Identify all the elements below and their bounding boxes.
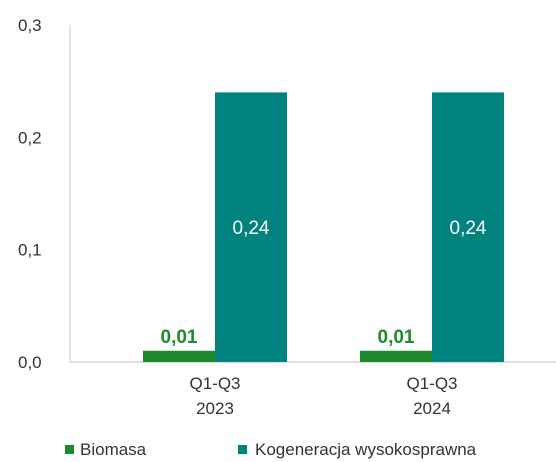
- x-tick-label: Q1-Q3: [189, 374, 240, 393]
- data-label: 0,24: [233, 218, 270, 239]
- bar-biomasa: [360, 350, 432, 362]
- legend-marker: [238, 445, 247, 454]
- y-tick-label: 0,0: [18, 353, 42, 372]
- bar-kogeneracja: [432, 92, 504, 363]
- y-tick-label: 0,2: [18, 128, 42, 147]
- legend-label: Kogeneracja wysokosprawna: [255, 440, 477, 459]
- data-label: 0,01: [161, 327, 198, 348]
- legend-marker: [65, 445, 74, 454]
- y-tick-label: 0,1: [18, 241, 42, 260]
- data-label: 0,24: [450, 218, 487, 239]
- legend-label: Biomasa: [80, 440, 147, 459]
- x-tick-label: Q1-Q3: [406, 374, 457, 393]
- x-tick-label: 2023: [196, 399, 234, 418]
- y-tick-label: 0,3: [18, 16, 42, 35]
- bar-kogeneracja: [215, 92, 287, 363]
- bar-biomasa: [143, 350, 215, 362]
- x-tick-label: 2024: [413, 399, 451, 418]
- data-label: 0,01: [378, 327, 415, 348]
